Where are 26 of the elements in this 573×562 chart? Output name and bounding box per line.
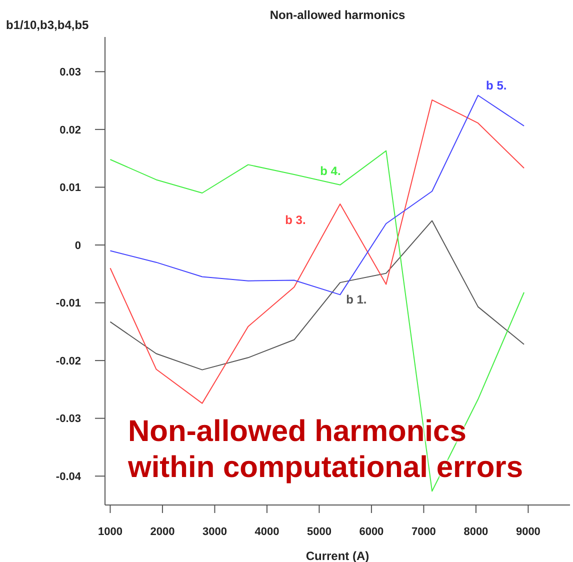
series-label: b 4. [320,164,341,178]
y-tick-label: 0 [74,240,81,252]
line-series [110,99,525,404]
x-tick-label: 1000 [98,526,122,538]
y-tick-label: -0.02 [56,355,81,368]
y-axis-title: b1/10,b3,b4,b5 [6,18,89,32]
x-tick-label: 5000 [306,526,332,538]
line-series [110,94,525,296]
y-tick-label: 0.02 [60,124,81,136]
y-tick-label: -0.04 [56,471,82,484]
x-tick-label: 2000 [150,526,175,538]
x-tick-label: 6000 [359,526,384,538]
y-tick-label: 0.03 [60,66,81,79]
series-label: b 5. [486,78,507,92]
chart-title: Non-allowed harmonics [268,8,406,22]
x-tick-label: 3000 [202,526,227,538]
x-tick-label: 4000 [254,526,280,538]
x-tick-label: 8000 [464,526,488,538]
y-tick-label: -0.03 [56,413,81,426]
series-label: b 1. [346,292,367,306]
y-tick-label: 0.01 [60,182,81,194]
y-tick-label: -0.01 [56,298,81,310]
line-series [110,150,525,492]
x-tick-label: 9000 [516,526,540,538]
x-tick-label: 7000 [411,526,436,538]
series-label: b 3. [285,212,306,227]
